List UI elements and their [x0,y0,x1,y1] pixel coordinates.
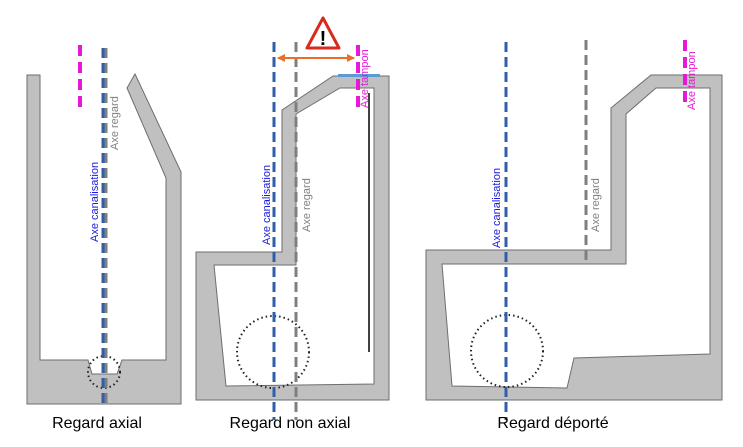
caption-regard-deporte: Regard déporté [497,415,608,432]
caption-regard-non-axial: Regard non axial [230,415,351,432]
label-axe-regard-deporte: Axe regard [590,178,602,232]
pipe-section-axial [87,355,121,389]
label-axe-canalisation-deporte: Axe canalisation [491,168,503,248]
pipe-section-non-axial [236,315,310,389]
cover-plate-non-axial [338,74,380,77]
label-axe-regard-non-axial: Axe regard [301,178,313,232]
manhole-wall-axial [26,72,182,405]
label-axe-tampon-non-axial: Axe tampon [359,49,371,108]
label-axe-canalisation-non-axial: Axe canalisation [261,165,273,245]
panel-regard-non-axial: ! Axe canalisation Axe regard Axe tampon… [195,16,390,432]
warning-mark: ! [320,28,327,50]
panel-regard-axial: Axe canalisation Axe regard Regard axial [26,45,182,432]
panel-regard-deporte: Axe canalisation Axe regard Axe tampon R… [425,40,723,432]
label-axe-regard-axial: Axe regard [109,96,121,150]
warning-triangle-icon: ! [305,16,341,50]
caption-regard-axial: Regard axial [52,415,142,432]
pipe-section-deporte [470,314,544,388]
label-axe-tampon-deporte: Axe tampon [686,51,698,110]
label-axe-canalisation-axial: Axe canalisation [89,162,101,242]
manhole-wall-non-axial [195,75,390,401]
